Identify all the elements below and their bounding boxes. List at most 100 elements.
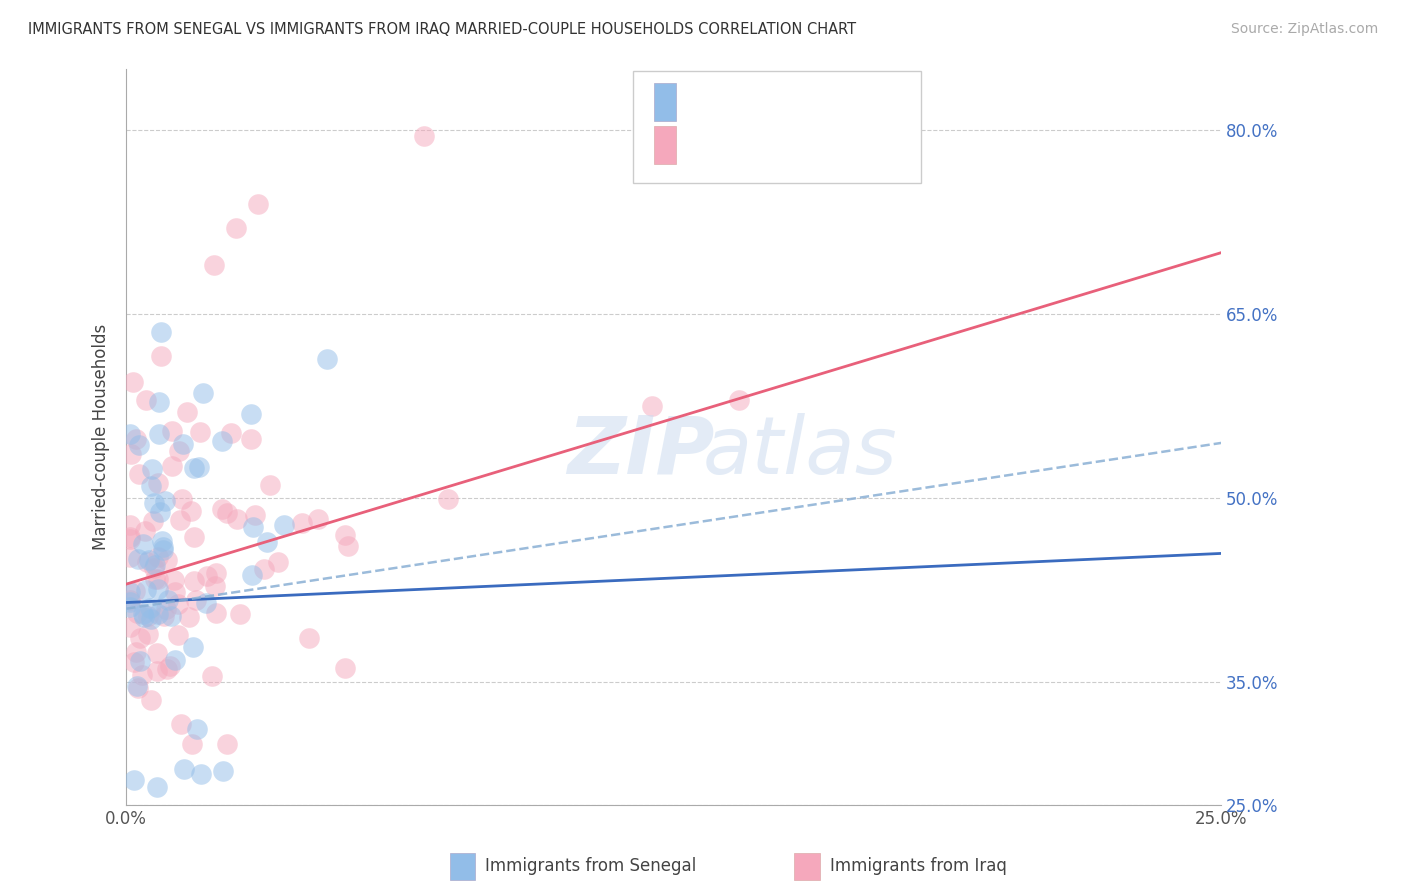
Point (118, 600, 141, 615)
Point (177, 610, 200, 624)
Point (333, 528, 356, 542)
Point (173, 762, 195, 776)
Point (229, 607, 252, 622)
Point (148, 426, 170, 441)
Point (125, 679, 148, 693)
Point (135, 583, 157, 598)
Point (273, 518, 295, 533)
Point (160, 608, 183, 623)
Point (183, 530, 205, 544)
Point (728, 392, 751, 407)
Point (118, 517, 141, 532)
Point (120, 549, 142, 564)
Point (143, 572, 166, 586)
Point (211, 502, 233, 516)
Point (246, 196, 269, 211)
Point (169, 513, 191, 527)
Text: ZIP: ZIP (567, 412, 714, 491)
Point (146, 549, 169, 564)
Point (163, 585, 186, 599)
Point (134, 609, 156, 624)
Point (240, 432, 263, 446)
Point (131, 668, 153, 682)
Text: IMMIGRANTS FROM SENEGAL VS IMMIGRANTS FROM IRAQ MARRIED-COUPLE HOUSEHOLDS CORREL: IMMIGRANTS FROM SENEGAL VS IMMIGRANTS FR… (28, 22, 856, 37)
Point (160, 458, 183, 473)
Point (146, 664, 169, 678)
Point (120, 447, 142, 461)
Point (156, 553, 179, 567)
Text: N =: N = (787, 88, 827, 106)
Point (141, 462, 163, 476)
Point (167, 597, 190, 611)
Text: N =: N = (787, 131, 827, 150)
Point (225, 221, 247, 235)
Point (195, 569, 218, 583)
Point (125, 645, 148, 659)
Point (136, 627, 159, 641)
Point (128, 438, 150, 452)
Point (298, 631, 321, 645)
Point (188, 459, 211, 474)
Point (139, 478, 162, 492)
Point (125, 607, 148, 621)
Point (150, 349, 173, 363)
Point (239, 408, 262, 422)
Point (146, 582, 169, 596)
Point (146, 572, 169, 586)
Point (160, 424, 183, 438)
Point (159, 659, 181, 673)
Point (134, 524, 156, 538)
Point (118, 593, 141, 607)
Point (184, 592, 207, 607)
Point (315, 352, 337, 367)
Text: atlas: atlas (702, 412, 897, 491)
Point (127, 681, 149, 696)
Point (136, 609, 159, 624)
Point (118, 530, 141, 544)
Point (149, 505, 172, 519)
Point (153, 609, 176, 624)
Point (253, 561, 276, 575)
Point (152, 542, 174, 557)
Point (172, 492, 194, 507)
Point (641, 399, 664, 413)
Point (181, 737, 204, 751)
Point (180, 504, 202, 518)
Point (143, 558, 166, 572)
Point (183, 574, 205, 588)
Point (128, 632, 150, 646)
Point (146, 607, 169, 621)
Point (176, 405, 198, 419)
Point (127, 551, 149, 566)
Point (205, 607, 228, 621)
Text: 0.092: 0.092 (728, 88, 783, 106)
Point (148, 476, 170, 491)
Point (337, 539, 360, 553)
Point (132, 607, 155, 621)
Point (181, 640, 204, 654)
Point (141, 693, 163, 707)
Text: Source: ZipAtlas.com: Source: ZipAtlas.com (1230, 22, 1378, 37)
Text: R =: R = (686, 88, 724, 106)
Point (307, 511, 329, 525)
Text: Immigrants from Iraq: Immigrants from Iraq (830, 857, 1007, 875)
Point (148, 394, 170, 409)
Point (204, 566, 226, 581)
Point (143, 496, 166, 510)
Point (142, 560, 165, 574)
Point (122, 655, 145, 669)
Point (125, 432, 148, 446)
Point (219, 425, 242, 440)
Point (156, 662, 179, 676)
Point (120, 426, 142, 441)
Point (172, 437, 194, 451)
Point (124, 584, 146, 599)
Point (120, 585, 142, 599)
Point (240, 567, 263, 582)
Text: 51: 51 (830, 88, 853, 106)
Point (201, 669, 224, 683)
Point (150, 533, 173, 548)
Point (128, 467, 150, 481)
Point (139, 612, 162, 626)
Point (217, 506, 239, 520)
